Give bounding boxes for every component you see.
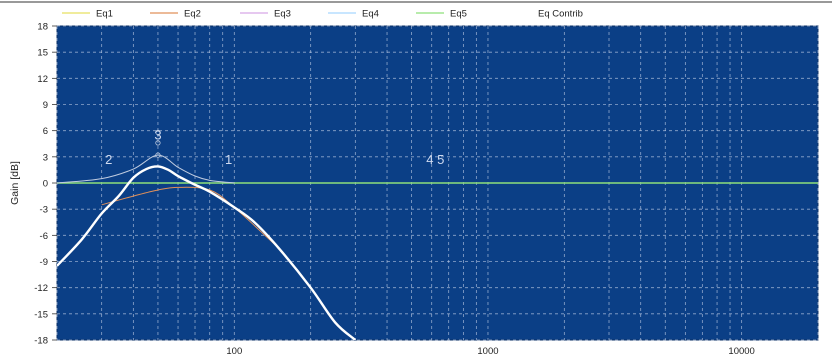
series-line-eq-contrib-band: [57, 154, 235, 184]
y-tick-label: 6: [43, 126, 48, 137]
eq-band-label: 3: [154, 127, 161, 142]
y-tick-label: 0: [43, 179, 48, 190]
eq-band-label: 2: [105, 152, 112, 167]
series-line-response: [57, 165, 357, 340]
x-tick-label: 1000: [477, 346, 498, 357]
y-tick-label: -9: [40, 257, 48, 268]
y-axis-label: Gain [dB]: [9, 161, 21, 205]
y-tick-label: 18: [37, 22, 48, 33]
y-tick-label: -18: [34, 336, 48, 347]
legend-label: Eq2: [184, 9, 201, 20]
band-marker: [155, 152, 161, 158]
y-tick-label: -3: [40, 205, 48, 216]
annotations: 2 3 1 4 5: [105, 127, 444, 166]
band-marker: [155, 129, 161, 136]
y-tick-label: 3: [43, 152, 48, 163]
y-tick-label: 9: [43, 100, 48, 111]
legend: Eq1 Eq2 Eq3 Eq4 Eq5 Eq Contrib: [62, 9, 583, 20]
band-marker: [155, 140, 161, 146]
y-tick-label: -6: [40, 231, 48, 242]
eq-band-label: 4 5: [426, 152, 444, 167]
legend-label: Eq3: [274, 9, 291, 20]
y-tick-label: -15: [34, 309, 48, 320]
x-tick-label: 100: [226, 346, 242, 357]
series-layer: [57, 129, 818, 340]
legend-label: Eq Contrib: [538, 9, 583, 20]
x-axis-ticks: 100 1000 10000: [226, 346, 754, 357]
legend-label: Eq1: [96, 9, 113, 20]
legend-label: Eq4: [362, 9, 379, 20]
y-tick-label: 15: [37, 48, 48, 59]
legend-label: Eq5: [450, 9, 467, 20]
y-axis-ticks: 18 15 12 9 6 3 0 -3 -6 -9 -12 -15 -18: [34, 22, 57, 347]
x-tick-label: 10000: [728, 346, 754, 357]
y-tick-label: 12: [37, 74, 48, 85]
eq-band-label: 1: [225, 152, 232, 167]
y-tick-label: -12: [34, 283, 48, 294]
